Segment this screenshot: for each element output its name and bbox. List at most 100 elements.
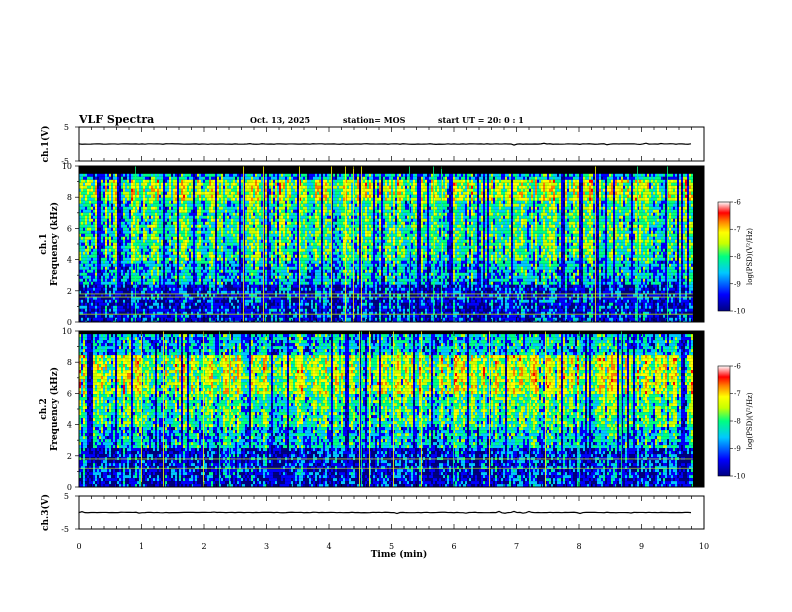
spectrogram-cell (219, 212, 221, 216)
spectrogram-cell (171, 254, 173, 258)
spectrogram-cell (257, 185, 259, 189)
spectrogram-cell (151, 266, 153, 270)
spectrogram-cell (85, 227, 87, 231)
spectrogram-cell (131, 284, 133, 288)
spectrogram-cell (197, 245, 199, 249)
spectrogram-cell (151, 203, 153, 207)
spectrogram-cell (169, 212, 171, 216)
spectrogram-cell (229, 254, 231, 258)
spectrogram-cell (111, 302, 113, 306)
spectrogram-cell (127, 278, 129, 282)
spectrogram-cell (85, 182, 87, 186)
spectrogram-cell (271, 221, 273, 225)
spectrogram-cell (159, 185, 161, 189)
spectrogram-cell (155, 248, 157, 252)
spectrogram-cell (185, 278, 187, 282)
spectrogram-cell (149, 293, 151, 297)
spectrogram-cell (175, 299, 177, 303)
spectrogram-cell (267, 176, 269, 180)
spectrogram-cell (163, 260, 165, 264)
spectrogram-cell (127, 176, 129, 180)
spectrogram-cell (259, 272, 261, 276)
spectrogram-cell (221, 269, 223, 273)
spectrogram-cell (85, 200, 87, 204)
spectrogram-cell (205, 218, 207, 222)
spectrogram-cell (225, 308, 227, 312)
spectrogram-cell (231, 308, 233, 312)
spectrogram-cell (175, 191, 177, 195)
spectrogram-cell (99, 176, 101, 180)
spectrogram-cell (261, 266, 263, 270)
spectrogram-cell (157, 296, 159, 300)
spectrogram-cell (147, 182, 149, 186)
spectrogram-cell (267, 263, 269, 267)
spectrogram-cell (145, 278, 147, 282)
spectrogram-cell (251, 272, 253, 276)
spectrogram-cell (239, 284, 241, 288)
spectrogram-cell (107, 317, 109, 321)
spectrogram-cell (187, 257, 189, 261)
spectrogram-cell (121, 278, 123, 282)
spectrogram-cell (221, 257, 223, 261)
spectrogram-cell (141, 212, 143, 216)
spectrogram-cell (85, 176, 87, 180)
spectrogram-cell (231, 314, 233, 318)
spectrogram-cell (97, 188, 99, 192)
spectrogram-cell (265, 314, 267, 318)
spectrogram-cell (147, 266, 149, 270)
spectrogram-cell (89, 302, 91, 306)
spectrogram-cell (237, 248, 239, 252)
spectrogram-cell (95, 302, 97, 306)
spectrogram-cell (205, 254, 207, 258)
spectrogram-cell (155, 239, 157, 243)
spectrogram-cell (231, 197, 233, 201)
spectrogram-cell (233, 269, 235, 273)
spectrogram-cell (241, 215, 243, 219)
spectrogram-cell (159, 212, 161, 216)
spectrogram-cell (107, 278, 109, 282)
spectrogram-cell (253, 176, 255, 180)
spectrogram-cell (229, 239, 231, 243)
spectrogram-cell (267, 242, 269, 246)
spectrogram-cell (245, 272, 247, 276)
spectrogram-cell (223, 224, 225, 228)
spectrogram-cell (207, 197, 209, 201)
spectrogram-cell (115, 203, 117, 207)
spectrogram-cell (81, 176, 83, 180)
spectrogram-cell (165, 263, 167, 267)
spectrogram-cell (103, 260, 105, 264)
spectrogram-cell (207, 275, 209, 279)
spectrogram-cell (219, 224, 221, 228)
spectrogram-cell (167, 254, 169, 258)
spectrogram-cell (229, 284, 231, 288)
spectrogram-cell (261, 188, 263, 192)
spectrogram-cell (97, 236, 99, 240)
spectrogram-cell (123, 209, 125, 213)
spectrogram-cell (89, 293, 91, 297)
spectrogram-cell (147, 197, 149, 201)
spectrogram-cell (127, 293, 129, 297)
spectrogram-cell (85, 260, 87, 264)
spectrogram-cell (91, 215, 93, 219)
spectrogram-cell (145, 320, 147, 322)
spectrogram-cell (199, 269, 201, 273)
spectrogram-cell (99, 284, 101, 288)
spectrogram-cell (151, 242, 153, 246)
spectrogram-cell (187, 281, 189, 285)
spectrogram-cell (223, 314, 225, 318)
spectrogram-cell (119, 224, 121, 228)
spectrogram-cell (157, 215, 159, 219)
spectrogram-cell (257, 197, 259, 201)
spectrogram-cell (95, 269, 97, 273)
spectrogram-cell (271, 284, 273, 288)
spectrogram-cell (79, 206, 81, 210)
spectrogram-cell (225, 269, 227, 273)
spectrogram-cell (169, 173, 171, 177)
spectrogram-cell (249, 278, 251, 282)
spectrogram-cell (205, 227, 207, 231)
spectrogram-cell (151, 191, 153, 195)
spectrogram-cell (93, 179, 95, 183)
spectrogram-cell (165, 206, 167, 210)
spectrogram-cell (155, 176, 157, 180)
spectrogram-cell (197, 188, 199, 192)
